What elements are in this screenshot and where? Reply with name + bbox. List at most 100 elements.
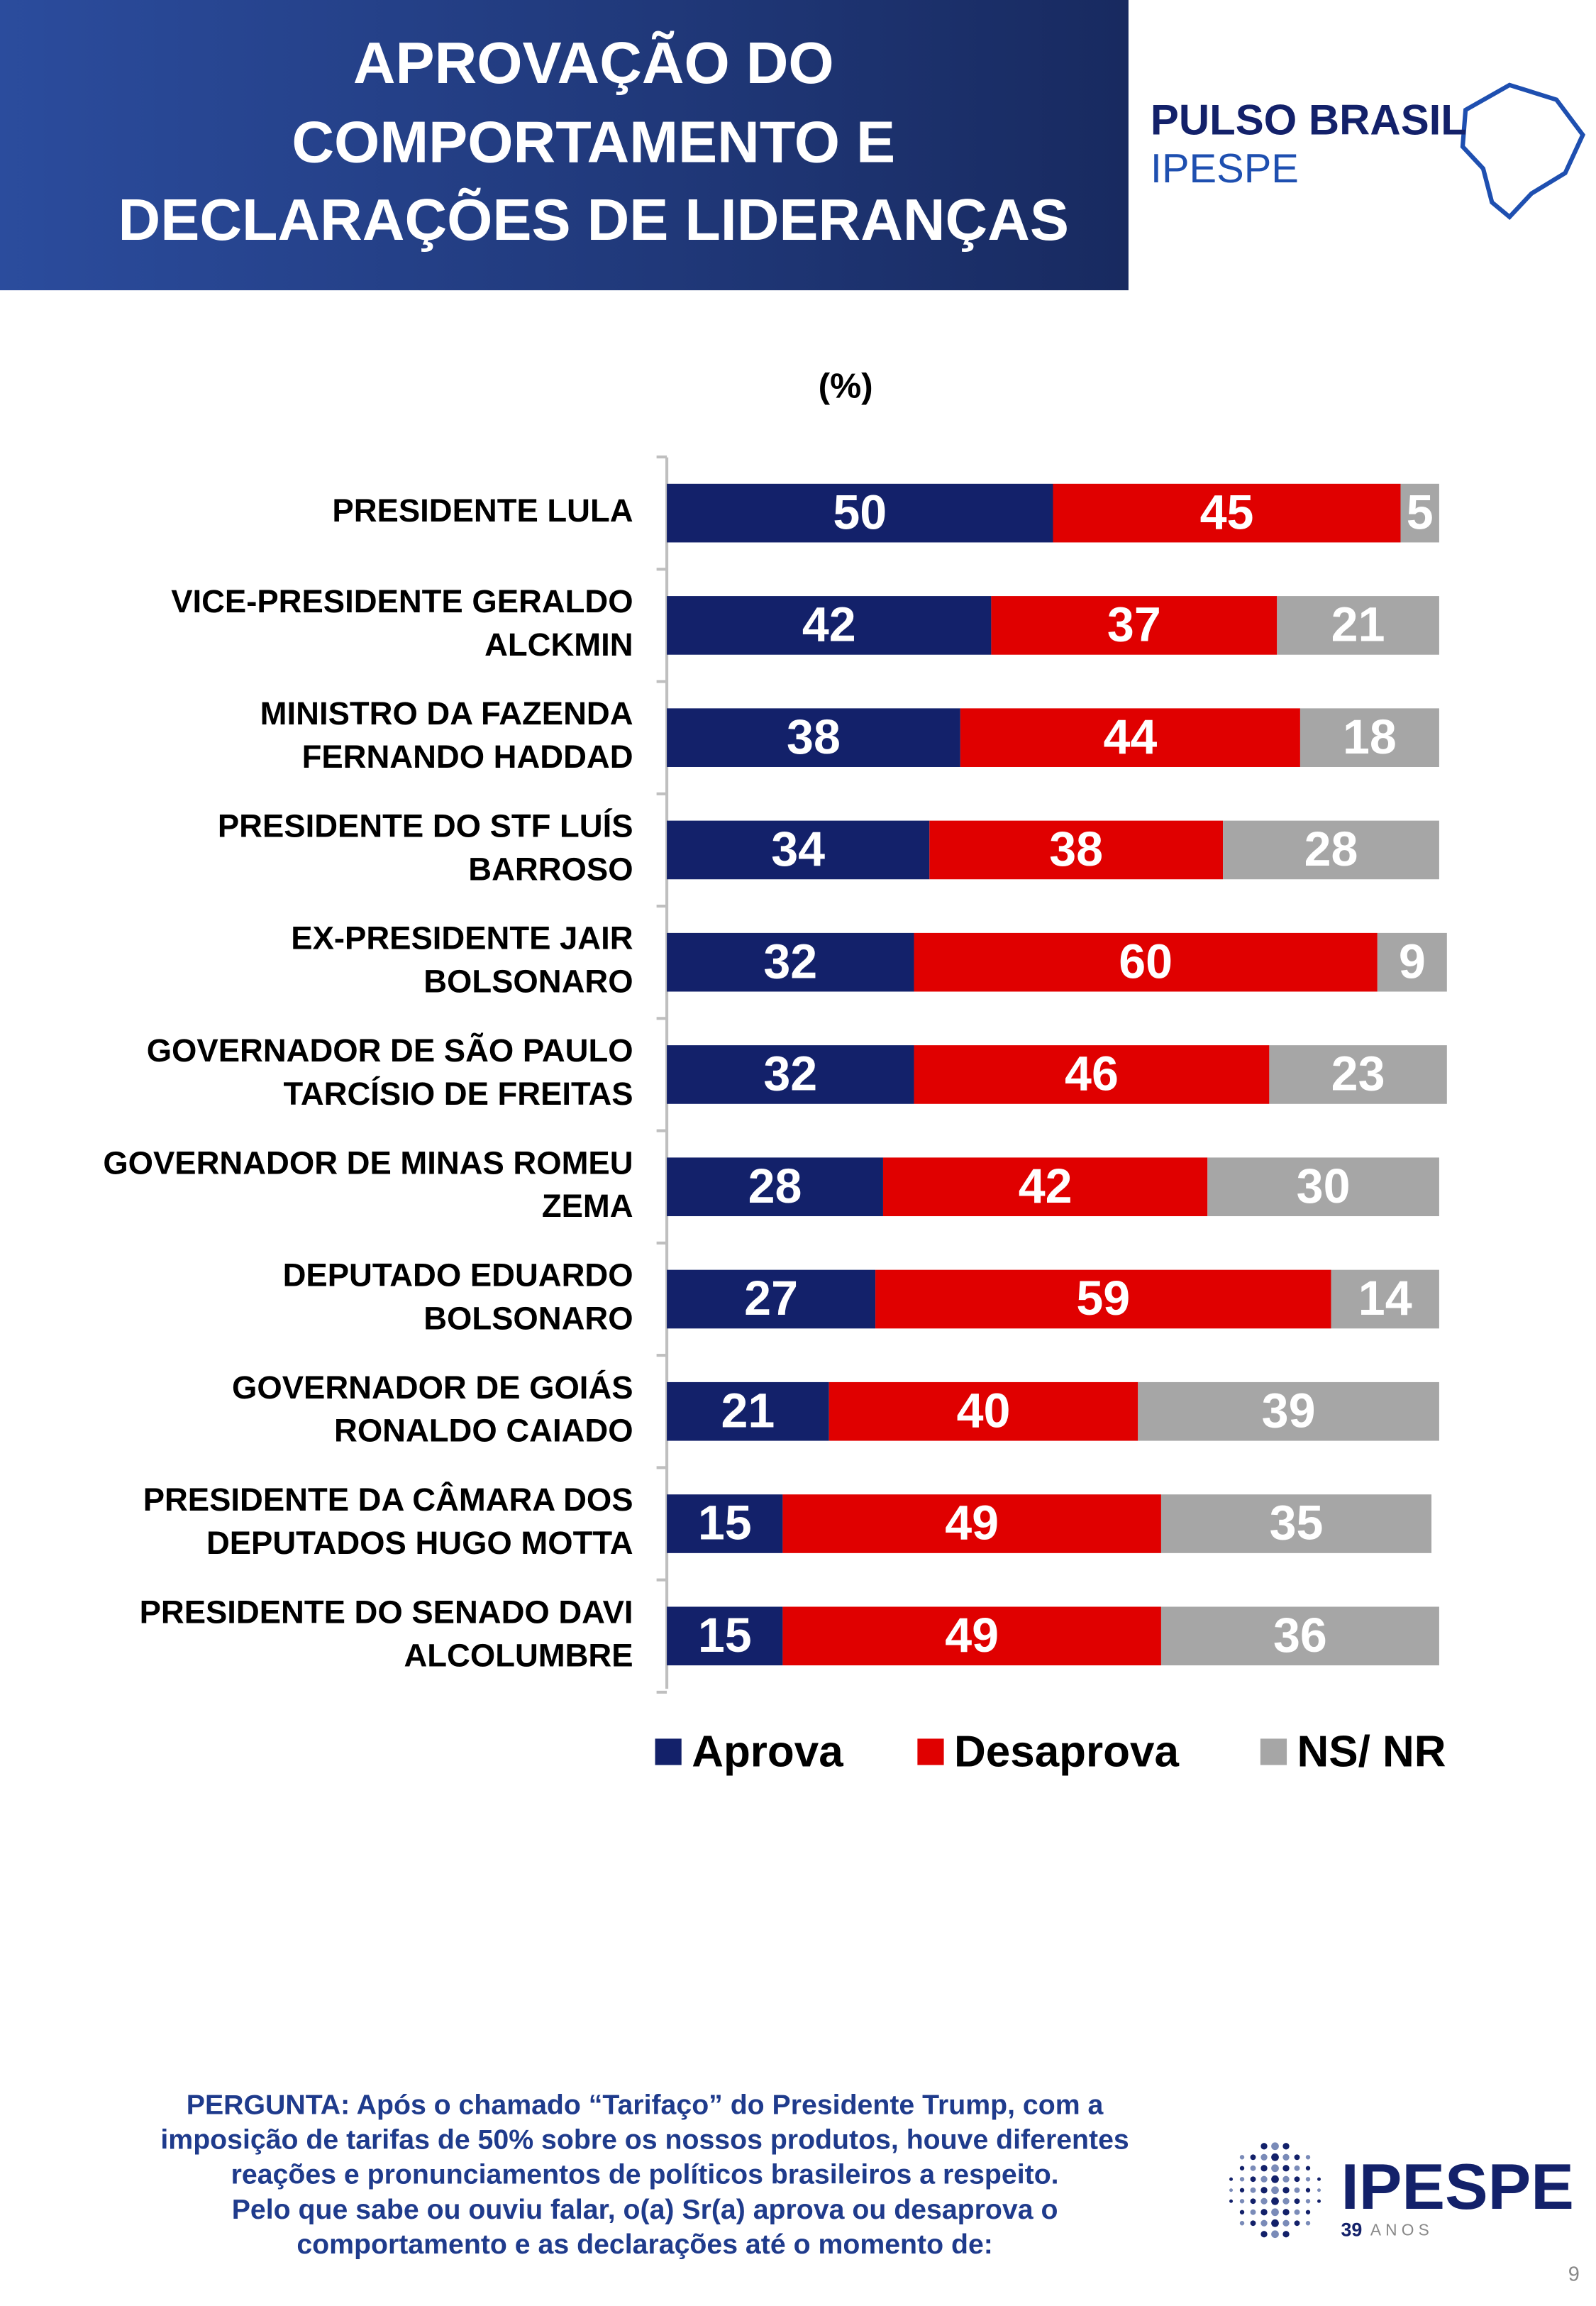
logo-dot: [1271, 2164, 1279, 2173]
legend-label: Aprova: [692, 1728, 843, 1777]
logo-dot: [1260, 2143, 1268, 2150]
logo-dot: [1271, 2219, 1279, 2227]
value-label: 28: [1304, 822, 1358, 876]
bar-segment: [667, 1269, 876, 1329]
title: APROVAÇÃO DO: [353, 30, 834, 96]
logo-dot: [1282, 2197, 1290, 2205]
question-line: reações e pronunciamentos de políticos b…: [231, 2159, 1059, 2190]
logo-dot: [1260, 2219, 1268, 2227]
category-label: GOVERNADOR DE SÃO PAULO: [147, 1032, 633, 1069]
logo-dot: [1294, 2165, 1300, 2171]
logo-dot: [1282, 2219, 1290, 2227]
logo-dot: [1282, 2209, 1290, 2216]
category-label: BOLSONARO: [423, 1300, 633, 1336]
bar-segment: [929, 820, 1224, 880]
bar-segment: [875, 1269, 1331, 1329]
logo-dot: [1260, 2165, 1268, 2172]
category-label: VICE-PRESIDENTE GERALDO: [171, 583, 633, 619]
value-label: 45: [1200, 485, 1254, 539]
bar-segment: [1277, 596, 1439, 655]
category-label: FERNANDO HADDAD: [302, 739, 633, 775]
category-label: BOLSONARO: [423, 964, 633, 1000]
logo-dot: [1305, 2199, 1311, 2204]
value-label: 50: [833, 485, 887, 539]
bar-segment: [667, 483, 1053, 543]
category-label: BARROSO: [468, 851, 633, 887]
bar-segment: [667, 932, 914, 992]
logo-dot: [1260, 2153, 1268, 2161]
legend: Aprova Desaprova NS/ NR: [655, 1728, 1446, 1777]
logo-dot: [1282, 2153, 1290, 2161]
logo-dot: [1239, 2210, 1245, 2214]
category-label: MINISTRO DA FAZENDA: [260, 695, 633, 732]
chart-subtitle: (%): [819, 366, 873, 406]
question-line: imposição de tarifas de 50% sobre os nos…: [160, 2124, 1129, 2156]
category-label: GOVERNADOR DE MINAS ROMEU: [103, 1144, 633, 1181]
category-label: PRESIDENTE DO SENADO DAVI: [140, 1594, 633, 1630]
bar-segment: [1331, 1269, 1439, 1329]
logo-dot: [1294, 2154, 1300, 2161]
logo-dot: [1239, 2199, 1245, 2204]
bar-segment: [1053, 483, 1401, 543]
logo-dot: [1271, 2153, 1279, 2161]
bar-segment: [667, 1606, 783, 1666]
logo-dot: [1239, 2155, 1245, 2160]
logo-dot: [1250, 2154, 1256, 2161]
category-label: PRESIDENTE LULA: [332, 492, 633, 529]
bar-segment: [1299, 708, 1439, 767]
value-label: 42: [1019, 1159, 1073, 1213]
logo-globe: [1229, 2142, 1321, 2239]
logo-dot: [1229, 2199, 1234, 2203]
bar-segment: [1207, 1157, 1439, 1217]
category-label: EX-PRESIDENTE JAIR: [291, 920, 633, 956]
value-label: 60: [1119, 934, 1173, 988]
value-label: 42: [802, 598, 856, 652]
logo-dot: [1239, 2221, 1245, 2226]
logo-dot: [1305, 2221, 1311, 2226]
value-label: 39: [1262, 1384, 1316, 1438]
bar-segment: [782, 1606, 1161, 1666]
value-label: 59: [1076, 1271, 1130, 1325]
header-band: [0, 0, 1129, 291]
bar-segment: [667, 1045, 914, 1104]
value-label: 28: [748, 1159, 802, 1213]
value-label: 49: [945, 1496, 999, 1550]
value-label: 5: [1407, 485, 1434, 539]
value-label: 9: [1399, 934, 1426, 988]
chart: PRESIDENTE LULA 50 45 5 VICE-PRESIDENTE GERA…: [103, 455, 1447, 1694]
logo-dot: [1229, 2188, 1234, 2192]
logo-dot: [1260, 2175, 1268, 2183]
question-line: Pelo que sabe ou ouviu falar, o(a) Sr(a)…: [232, 2194, 1058, 2225]
bar-segment: [1269, 1045, 1447, 1104]
category-label: RONALDO CAIADO: [334, 1413, 633, 1449]
page-number: 9: [1568, 2263, 1580, 2285]
question-line: PERGUNTA: Após o chamado “Tarifaço” do P…: [187, 2089, 1104, 2120]
logo-dot: [1250, 2187, 1256, 2193]
bar-segment: [667, 1381, 829, 1441]
logo-dot: [1282, 2231, 1290, 2238]
value-label: 30: [1297, 1159, 1351, 1213]
brand-sub: IPESPE: [1151, 146, 1299, 192]
bar-segment: [667, 596, 992, 655]
brand-name: PULSO BRASIL: [1151, 96, 1467, 143]
logo-years-word: ANOS: [1370, 2221, 1434, 2239]
bar-segment: [1400, 483, 1439, 543]
value-label: 18: [1343, 710, 1397, 764]
bar-segment: [667, 708, 960, 767]
value-label: 46: [1065, 1047, 1119, 1101]
value-label: 15: [698, 1496, 752, 1550]
question: PERGUNTA: Após o chamado “Tarifaço” do P…: [160, 2089, 1129, 2260]
category-label: DEPUTADOS HUGO MOTTA: [206, 1525, 633, 1561]
legend-swatch: [1260, 1738, 1287, 1765]
bar-segment: [914, 932, 1378, 992]
logo-dot: [1305, 2210, 1311, 2214]
value-label: 44: [1103, 710, 1157, 764]
logo-dot: [1294, 2220, 1300, 2227]
value-label: 32: [763, 934, 817, 988]
logo-dot: [1260, 2187, 1268, 2194]
bar-segment: [960, 708, 1300, 767]
logo-dot: [1229, 2177, 1234, 2181]
category-label: ALCKMIN: [484, 627, 633, 663]
category-label: DEPUTADO EDUARDO: [283, 1257, 633, 1293]
